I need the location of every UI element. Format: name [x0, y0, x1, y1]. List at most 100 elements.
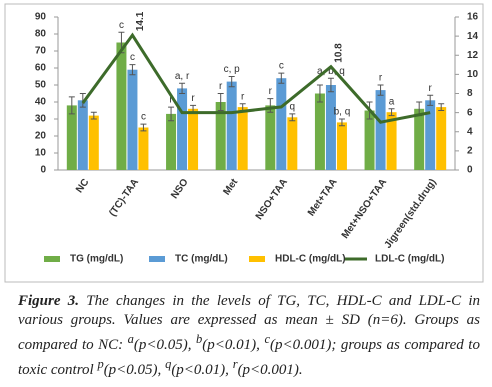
annotation: r [241, 91, 245, 102]
caption-text: (p<0.01), [202, 337, 265, 353]
error-bar [140, 123, 147, 132]
caption-sup: p [97, 357, 104, 371]
line [81, 32, 431, 124]
bar [287, 117, 298, 170]
error-bar [68, 96, 75, 115]
value-label: 10.8 [334, 43, 345, 63]
x-tick-label: NSO [169, 177, 191, 201]
y2-tick-label: 4 [467, 126, 473, 137]
caption-sup: q [165, 357, 172, 371]
caption-text: (p<0.001); groups as compared to toxic c… [18, 337, 480, 378]
y-tick-label: 0 [40, 165, 46, 176]
bar [66, 105, 77, 170]
bar [215, 102, 226, 170]
bar [375, 90, 386, 170]
caption-sup: r [232, 357, 238, 371]
annotation: a, b, q [317, 66, 345, 77]
annotation: a [389, 96, 395, 107]
bar [138, 127, 149, 170]
chart-frame [4, 3, 484, 283]
annotation: r [191, 93, 195, 104]
bar [314, 93, 325, 170]
y2-tick-label: 2 [467, 146, 473, 157]
bar [177, 88, 188, 170]
error-bar [377, 84, 384, 96]
caption-sup: c [264, 332, 270, 346]
bar [325, 85, 336, 170]
annotation: r [219, 81, 223, 92]
x-tick-label: Met+NSO+TAA [340, 177, 389, 241]
legend-swatch [149, 256, 165, 262]
caption-sup: b [196, 332, 203, 346]
error-bar [217, 93, 224, 111]
annotation: c [130, 52, 135, 63]
caption: Figure 3. The changes in the levels of T… [18, 292, 480, 380]
caption-text: (p<0.01), [171, 362, 233, 378]
error-bar [327, 77, 334, 93]
annotation: r [379, 73, 383, 84]
y-tick-label: 60 [35, 63, 47, 74]
bar [226, 81, 237, 170]
annotation: q [290, 102, 296, 113]
bar [166, 113, 177, 170]
value-label: 14.1 [135, 11, 146, 31]
y2-tick-label: 0 [467, 165, 473, 176]
error-bar [338, 118, 345, 127]
error-bar [388, 108, 395, 117]
legend-swatch [249, 256, 265, 262]
error-bar [129, 64, 136, 76]
caption-label: Figure 3. [18, 293, 79, 309]
annotation: c [279, 61, 284, 72]
error-bar [90, 111, 97, 120]
bar [386, 112, 397, 170]
bar [425, 100, 436, 170]
y-tick-label: 10 [35, 148, 47, 159]
bar [127, 69, 138, 170]
bar [237, 107, 248, 170]
annotation: r [169, 95, 173, 106]
error-bar [228, 76, 235, 88]
legend-label: TG (mg/dL) [70, 254, 123, 265]
error-bar [289, 113, 296, 122]
error-bar [179, 82, 186, 94]
annotation: c [141, 112, 146, 123]
bar [88, 115, 99, 170]
y2-tick-label: 6 [467, 107, 473, 118]
bar [188, 108, 199, 170]
error-bar [427, 94, 434, 106]
bar [414, 108, 425, 170]
y-tick-label: 90 [35, 12, 47, 23]
y-tick-label: 70 [35, 46, 47, 57]
bar [77, 100, 88, 170]
error-bar [316, 84, 323, 103]
caption-text: The changes in the levels of TG, TC, HDL… [18, 293, 480, 353]
annotation: r [269, 86, 273, 97]
error-bar [168, 106, 175, 122]
legend-label: TC (mg/dL) [175, 254, 228, 265]
annotation: c [119, 20, 124, 31]
bar [116, 42, 127, 170]
x-tick-label: Met [221, 176, 240, 197]
x-tick-label: NSO+TAA [254, 177, 290, 222]
bar [436, 107, 447, 170]
bar [265, 105, 276, 170]
annotation: c, p [224, 64, 241, 75]
bar [276, 78, 287, 170]
error-bar [278, 72, 285, 84]
caption-text: (p<0.05), [133, 337, 197, 353]
annotation: b, q [334, 107, 351, 118]
legend-label: LDL-C (mg/dL) [375, 254, 444, 265]
x-tick-label: Met+TAA [306, 177, 340, 218]
y2-tick-label: 8 [467, 88, 473, 99]
caption-text: (p<0.001). [237, 362, 303, 378]
y-tick-label: 80 [35, 29, 47, 40]
x-tick-label: Jigreen(std.drug) [383, 177, 439, 251]
bar [336, 122, 347, 170]
error-bar [438, 103, 445, 111]
legend-label: HDL-C (mg/dL) [275, 254, 346, 265]
y-tick-label: 30 [35, 114, 47, 125]
y2-tick-label: 12 [467, 50, 479, 61]
error-bar [267, 98, 274, 113]
error-bar [79, 93, 86, 108]
